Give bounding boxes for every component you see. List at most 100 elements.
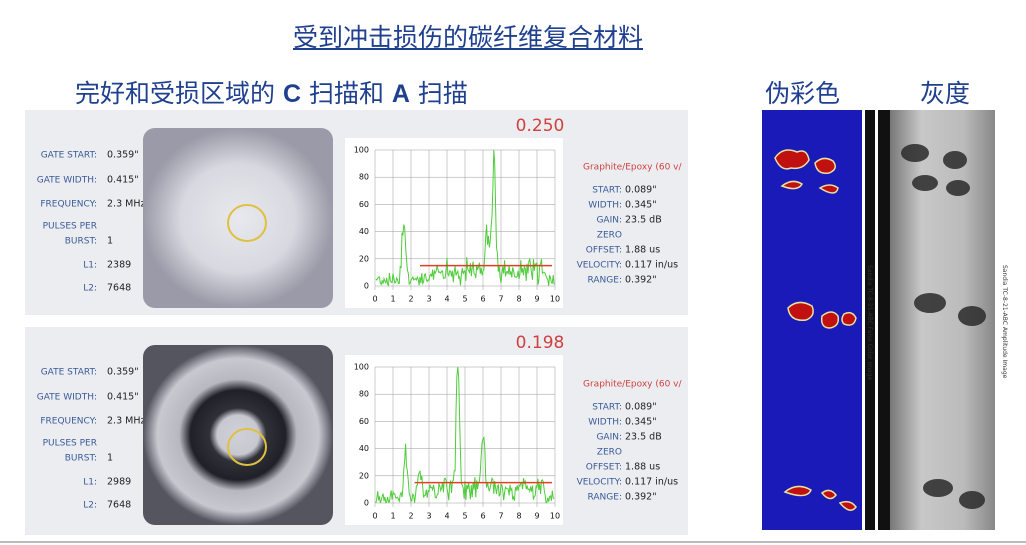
param-label: ZERO [597, 448, 622, 458]
y-tick-label: 60 [359, 200, 369, 209]
x-tick-label: 2 [408, 512, 413, 521]
param-value: 0.345" [625, 417, 657, 428]
x-tick-label: 3 [426, 512, 431, 521]
x-tick-label: 0 [372, 295, 377, 304]
param-value: 7648 [107, 500, 131, 511]
subtitle-part: 扫描和 [301, 79, 392, 108]
param-label: L1: [83, 261, 97, 271]
color-caption: Sandia TC-8-21-ABC False Color Image [866, 265, 873, 381]
param-label: GATE START: [41, 151, 97, 161]
param-label: OFFSET: [586, 246, 622, 256]
x-tick-label: 5 [462, 512, 467, 521]
param-value: 2989 [107, 477, 131, 488]
param-value: 0.392" [625, 492, 657, 503]
param-label: L2: [83, 501, 97, 511]
x-tick-label: 2 [408, 295, 413, 304]
gray-caption: Sandia TC-8-21-ABC Amplitude Image [1001, 265, 1008, 379]
x-tick-label: 4 [444, 295, 449, 304]
param-value: 0.359" [107, 150, 139, 161]
subtitle-part: A [391, 80, 410, 108]
param-value: 2.3 MHz [107, 199, 145, 210]
param-value: 0.359" [107, 367, 139, 378]
param-value: 0.117 in/us [625, 260, 678, 271]
footer-rule [0, 541, 1026, 543]
param-label: GAIN: [596, 216, 622, 226]
param-label: START: [592, 186, 622, 196]
param-value: 0.117 in/us [625, 477, 678, 488]
y-tick-label: 20 [359, 254, 369, 263]
param-value: 0.345" [625, 200, 657, 211]
param-value: 0.089" [625, 185, 657, 196]
param-label: WIDTH: [588, 201, 622, 211]
subtitle-part: C [282, 80, 302, 108]
param-value: 7648 [107, 283, 131, 294]
x-tick-label: 6 [480, 512, 485, 521]
x-tick-label: 7 [498, 512, 503, 521]
x-tick-label: 4 [444, 512, 449, 521]
color-label: 伪彩色 [765, 79, 841, 108]
param-value: 1 [107, 236, 113, 247]
param-value: 0.089" [625, 402, 657, 413]
c-scan [143, 128, 333, 308]
reading: 0.198 [516, 333, 565, 353]
x-tick-label: 1 [390, 295, 395, 304]
param-label: GAIN: [596, 433, 622, 443]
param-value: 23.5 dB [625, 432, 662, 443]
param-value: 0.415" [107, 392, 139, 403]
gray-defects [901, 144, 986, 509]
material: Graphite/Epoxy (60 v/ [583, 380, 682, 390]
param-value: 2389 [107, 260, 131, 271]
x-tick-label: 9 [534, 295, 539, 304]
waveform [375, 149, 555, 287]
x-tick-label: 8 [516, 295, 521, 304]
gate-circle [227, 204, 267, 242]
separator [878, 110, 893, 530]
y-tick-label: 40 [359, 227, 369, 236]
material: Graphite/Epoxy (60 v/ [583, 163, 682, 173]
param-label: BURST: [65, 237, 97, 247]
param-value: 2.3 MHz [107, 416, 145, 427]
y-tick-label: 80 [359, 390, 369, 399]
scan-panel: 0.250 GATE START: 0.359" GATE WIDTH: 0.415" F… [25, 110, 688, 315]
param-value: 0.392" [625, 275, 657, 286]
param-label: L2: [83, 284, 97, 294]
a-scan-screen [345, 355, 563, 525]
x-tick-label: 9 [534, 512, 539, 521]
c-scan [143, 345, 333, 525]
y-tick-label: 40 [359, 444, 369, 453]
param-label: VELOCITY: [577, 478, 622, 488]
param-label: GATE START: [41, 368, 97, 378]
a-scan-screen [345, 138, 563, 308]
y-tick-label: 0 [364, 499, 369, 508]
y-tick-label: 100 [354, 146, 369, 155]
param-label: VELOCITY: [577, 261, 622, 271]
x-tick-label: 0 [372, 512, 377, 521]
param-value: 23.5 dB [625, 215, 662, 226]
gray-label: 灰度 [920, 79, 971, 108]
x-tick-label: 8 [516, 512, 521, 521]
param-label: BURST: [65, 454, 97, 464]
param-value: 1 [107, 453, 113, 464]
gate-circle [227, 428, 267, 466]
param-label: PULSES PER [43, 222, 97, 232]
y-tick-label: 100 [354, 363, 369, 372]
x-tick-label: 6 [480, 295, 485, 304]
param-label: WIDTH: [588, 418, 622, 428]
param-label: RANGE: [588, 493, 622, 503]
x-tick-label: 1 [390, 512, 395, 521]
param-label: FREQUENCY: [40, 200, 97, 210]
x-tick-label: 3 [426, 295, 431, 304]
param-value: 0.415" [107, 175, 139, 186]
param-label: OFFSET: [586, 463, 622, 473]
false-color-and-gray-images [762, 110, 995, 530]
param-label: RANGE: [588, 276, 622, 286]
subtitle: 完好和受损区域的 C 扫描和 A 扫描 [75, 74, 468, 110]
y-tick-label: 0 [364, 282, 369, 291]
param-label: GATE WIDTH: [37, 176, 97, 186]
param-label: L1: [83, 478, 97, 488]
x-tick-label: 10 [550, 512, 560, 521]
param-label: FREQUENCY: [40, 417, 97, 427]
separator [865, 110, 875, 530]
param-label: ZERO [597, 231, 622, 241]
y-tick-label: 60 [359, 417, 369, 426]
